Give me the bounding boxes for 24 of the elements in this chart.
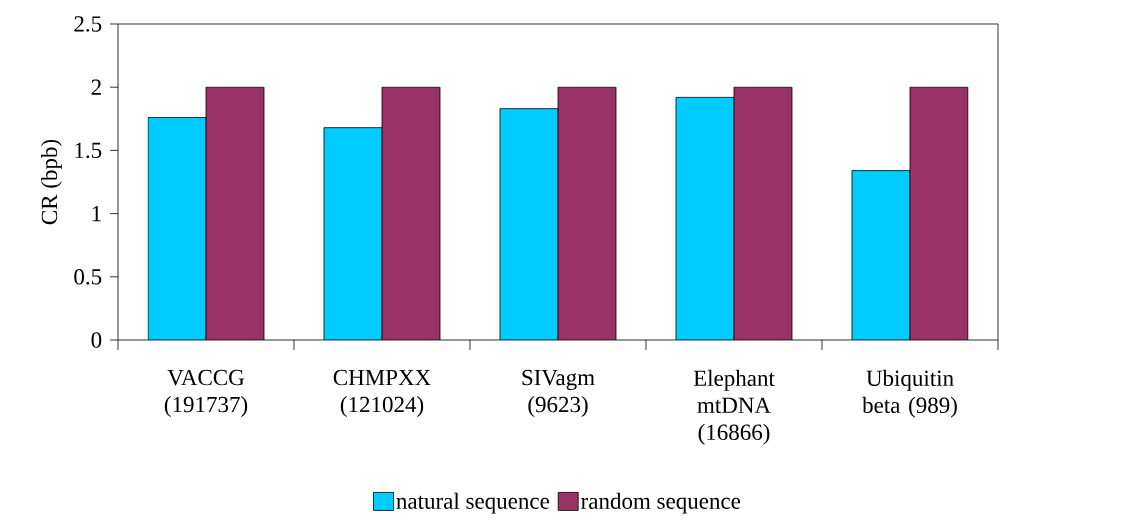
bar (323, 127, 383, 340)
x-tick-label: CHMPXX (121024) (333, 369, 431, 417)
y-tick-label: 2.5 (74, 16, 102, 32)
x-tick-label: Ubiquitin beta (989) (862, 369, 957, 418)
y-tick-label: 1 (92, 206, 101, 222)
bar (675, 96, 735, 340)
bar (381, 86, 441, 340)
x-tick-label: SIVagm (9623) (522, 369, 595, 417)
bar (851, 170, 911, 340)
x-tick-label: Elephant mtDNA (16866) (693, 369, 775, 445)
bar (499, 108, 559, 340)
y-tick-label: 0.5 (74, 268, 102, 285)
bar (148, 117, 207, 340)
y-tick-label: 1.5 (75, 142, 102, 159)
y-tick-label: 2 (91, 79, 101, 95)
y-tick-label: 0 (91, 332, 102, 348)
bar (206, 87, 265, 340)
bar (733, 86, 793, 340)
legend-label: natural sequence (396, 492, 550, 514)
bar (909, 86, 969, 340)
x-tick-label: VACCG (191737) (164, 369, 248, 417)
legend-label: random sequence (581, 492, 741, 514)
bar (557, 86, 617, 340)
y-axis-title: CR (bpb) (41, 139, 62, 225)
